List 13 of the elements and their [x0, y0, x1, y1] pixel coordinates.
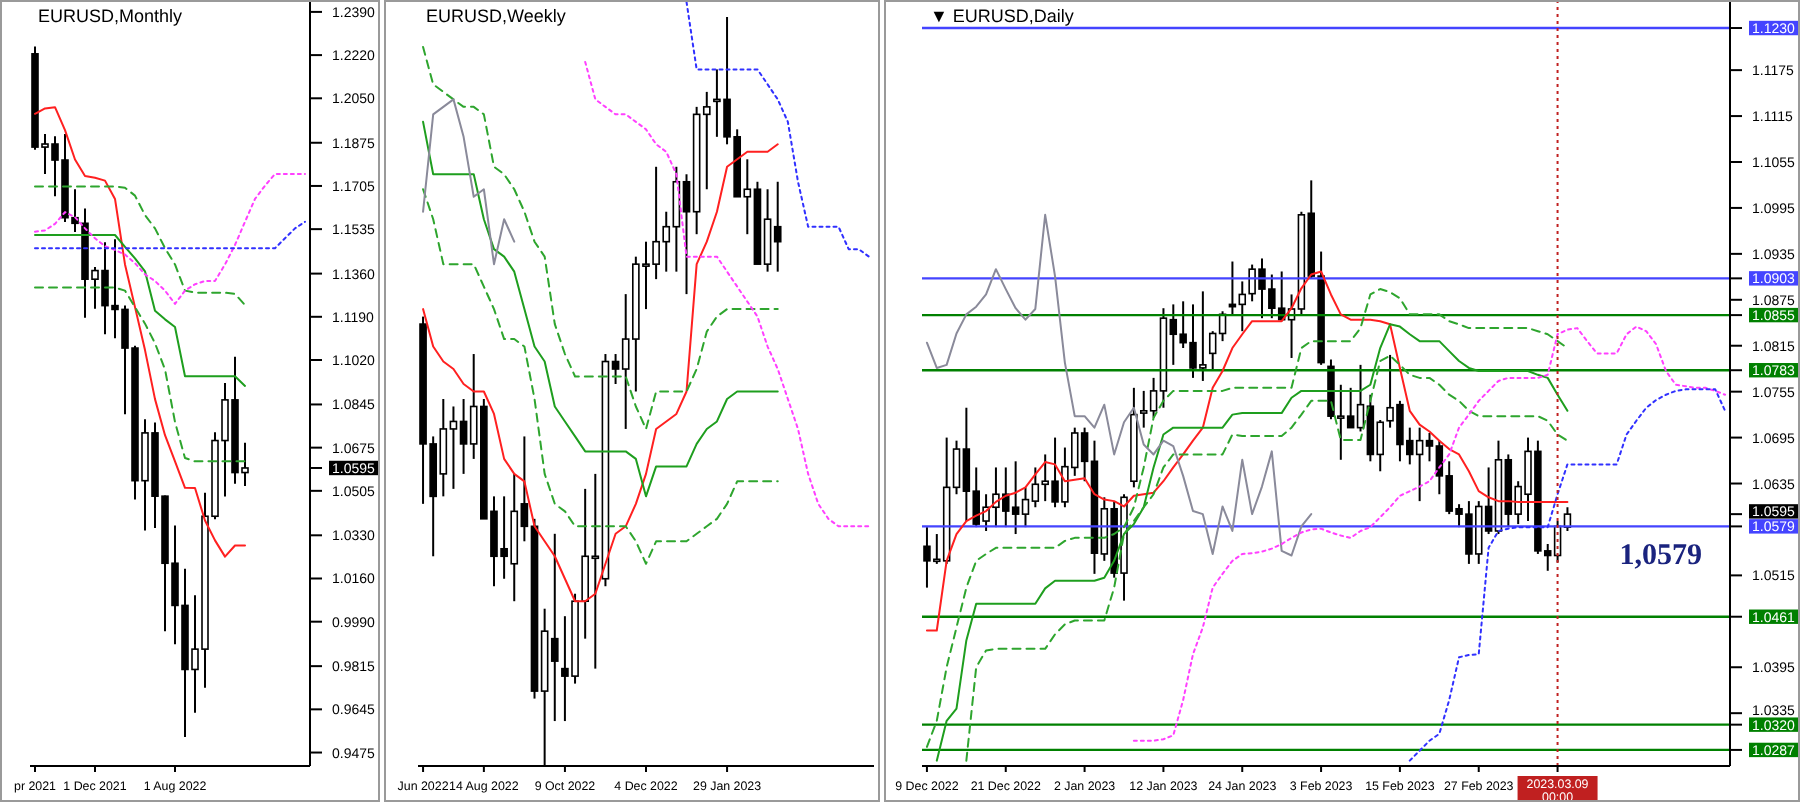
line-series [34, 106, 246, 558]
ref-line-label: 1,0579 [1619, 540, 1702, 573]
line-series [34, 220, 306, 250]
chart-title: ▼ EURUSD,Daily [930, 6, 1074, 26]
line-series [34, 233, 246, 387]
line-series [1132, 325, 1727, 742]
line-series [925, 270, 1569, 632]
line-series [34, 185, 246, 307]
chart-title: EURUSD,Monthly [38, 6, 183, 26]
line-series [34, 173, 306, 305]
line-series [925, 213, 1313, 557]
line-series [1408, 388, 1727, 762]
chart-title: EURUSD,Weekly [426, 6, 566, 26]
